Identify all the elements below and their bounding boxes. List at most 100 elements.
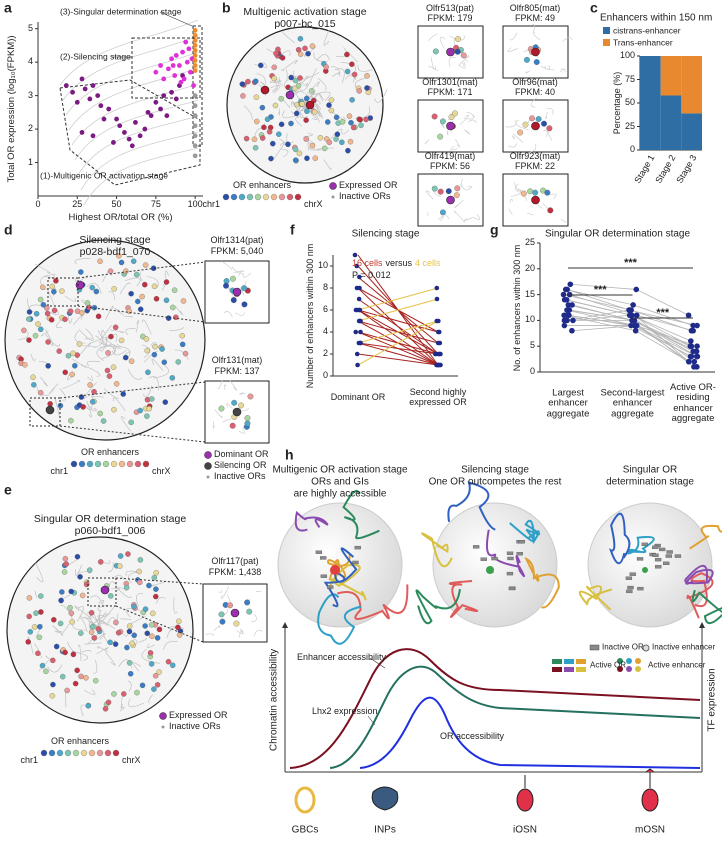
y-tick-label: 25 bbox=[624, 120, 635, 131]
enhancer-bead bbox=[296, 150, 303, 157]
enhancer-bead bbox=[58, 597, 64, 604]
enhancer-bead bbox=[541, 120, 547, 127]
chromatin-fiber bbox=[533, 32, 541, 41]
chromatin-fiber bbox=[454, 139, 461, 148]
or-gene bbox=[674, 554, 682, 558]
legend-bead bbox=[230, 193, 238, 201]
legend-label: Active enhancer bbox=[648, 660, 706, 670]
chromatin-fiber bbox=[46, 288, 55, 307]
enhancer-bead bbox=[150, 610, 156, 617]
enhancer-bead bbox=[348, 119, 354, 126]
chromosome-fiber bbox=[686, 572, 714, 619]
zoom-box bbox=[29, 397, 61, 427]
chromosome-fiber bbox=[447, 481, 496, 531]
significance: *** bbox=[624, 256, 637, 269]
point bbox=[354, 351, 360, 357]
chromatin-fiber bbox=[113, 345, 131, 359]
point bbox=[436, 318, 441, 324]
point bbox=[687, 343, 694, 350]
panel-subtitle: p028-bdf1_070 bbox=[79, 246, 151, 259]
chromatin-fiber bbox=[96, 622, 106, 626]
enhancer-bead bbox=[176, 618, 182, 625]
enhancer-bead bbox=[304, 108, 310, 114]
y-tick-label: 100 bbox=[619, 50, 635, 61]
enhancer-bead bbox=[323, 64, 329, 70]
enhancer-bead bbox=[146, 582, 152, 589]
chromatin-fiber bbox=[530, 97, 538, 108]
chromosome-fiber bbox=[421, 532, 453, 568]
chromosome-fiber bbox=[684, 564, 714, 585]
stage-title: Singular OR bbox=[622, 464, 678, 476]
point bbox=[63, 83, 69, 88]
inset-title: Olfr513(pat) bbox=[425, 3, 475, 14]
point bbox=[98, 103, 104, 109]
chromatin-fiber bbox=[242, 272, 252, 278]
enhancer-bead bbox=[142, 606, 149, 612]
chromatin-fiber bbox=[97, 599, 105, 605]
curve-label: Lhx2 expression bbox=[312, 706, 378, 717]
enhancer-bead bbox=[453, 192, 460, 199]
x-tick-label: Second highly expressed OR bbox=[409, 387, 467, 407]
enhancer-bead bbox=[218, 611, 225, 618]
point bbox=[192, 153, 198, 159]
enhancer-bead bbox=[139, 293, 145, 300]
enhancer-bead bbox=[527, 188, 534, 195]
or-bead bbox=[446, 195, 455, 205]
chromatin-fiber bbox=[330, 66, 341, 77]
chromatin-fiber bbox=[74, 330, 85, 344]
enhancer-bead bbox=[149, 633, 155, 639]
point bbox=[74, 99, 80, 105]
point bbox=[434, 296, 440, 302]
enhancer-bead bbox=[91, 388, 97, 395]
y-axis-label: Chromatin accessibility bbox=[268, 648, 280, 752]
chromatin-fiber bbox=[545, 111, 548, 120]
enhancer-bead bbox=[344, 68, 351, 75]
enhancer-bead bbox=[302, 45, 308, 52]
chromatin-fiber bbox=[55, 318, 63, 329]
enhancer-bead bbox=[61, 569, 68, 575]
legend-bead bbox=[642, 644, 650, 652]
enhancer-bead bbox=[179, 332, 185, 339]
chromatin-fiber bbox=[528, 143, 537, 154]
enhancer-bead bbox=[325, 119, 331, 125]
legend-swatch bbox=[603, 39, 610, 46]
legend-bead bbox=[134, 460, 142, 468]
point bbox=[685, 358, 692, 365]
chromatin-fiber bbox=[108, 291, 116, 301]
pair-line bbox=[357, 342, 439, 355]
enhancer-bead bbox=[244, 420, 251, 427]
enhancer-bead bbox=[134, 689, 140, 696]
point bbox=[564, 307, 570, 313]
enhancer-bead bbox=[67, 604, 73, 611]
point bbox=[82, 86, 88, 92]
chromatin-fiber bbox=[104, 338, 121, 350]
or-gene bbox=[629, 572, 636, 576]
enhancer-bead bbox=[448, 114, 455, 121]
stage-title: Silencing stage bbox=[461, 464, 529, 476]
enhancer-bead bbox=[532, 189, 539, 196]
chromatin-fiber bbox=[79, 617, 88, 632]
enhancer-bead bbox=[84, 300, 91, 306]
enhancer-bead bbox=[231, 399, 238, 406]
point bbox=[178, 79, 184, 85]
enhancer-bead bbox=[251, 136, 258, 143]
legend-bead bbox=[159, 712, 167, 720]
y-tick-label: 2 bbox=[27, 123, 33, 134]
point bbox=[192, 58, 198, 63]
enhancer-bead bbox=[259, 104, 266, 111]
chromatin-fiber bbox=[317, 77, 327, 91]
or-gene bbox=[641, 542, 648, 547]
enhancer-bead bbox=[137, 579, 143, 586]
enhancer-bead bbox=[88, 629, 95, 635]
legend-bead bbox=[626, 658, 632, 664]
enhancer-bead bbox=[533, 59, 540, 66]
enhancer-bead bbox=[152, 343, 158, 350]
enhancer-bead bbox=[179, 341, 186, 348]
chromatin-fiber bbox=[256, 590, 262, 593]
active-hub bbox=[486, 566, 494, 574]
legend-label: chrX bbox=[304, 199, 323, 210]
chromatin-fiber bbox=[105, 335, 107, 347]
legend-bead bbox=[126, 460, 134, 468]
enhancer-bead bbox=[128, 290, 134, 297]
chromatin-fiber bbox=[549, 193, 557, 200]
